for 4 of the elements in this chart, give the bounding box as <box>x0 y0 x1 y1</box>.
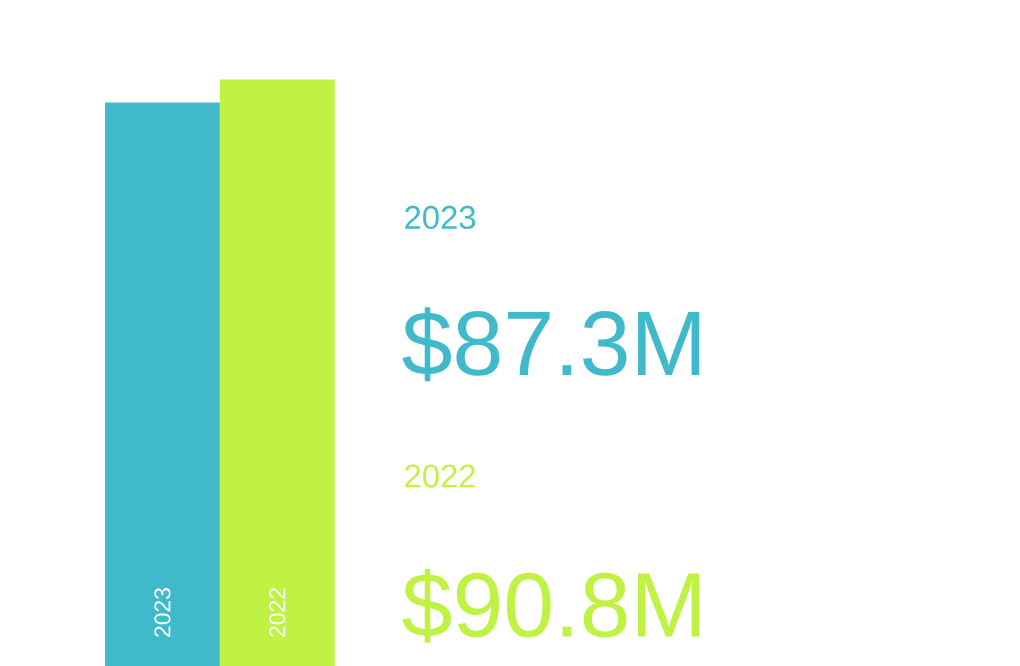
text: $87.3M <box>402 307 700 382</box>
text: 2022 <box>405 464 475 488</box>
text: 2023 <box>405 205 476 229</box>
text: $90.8M <box>402 568 700 643</box>
